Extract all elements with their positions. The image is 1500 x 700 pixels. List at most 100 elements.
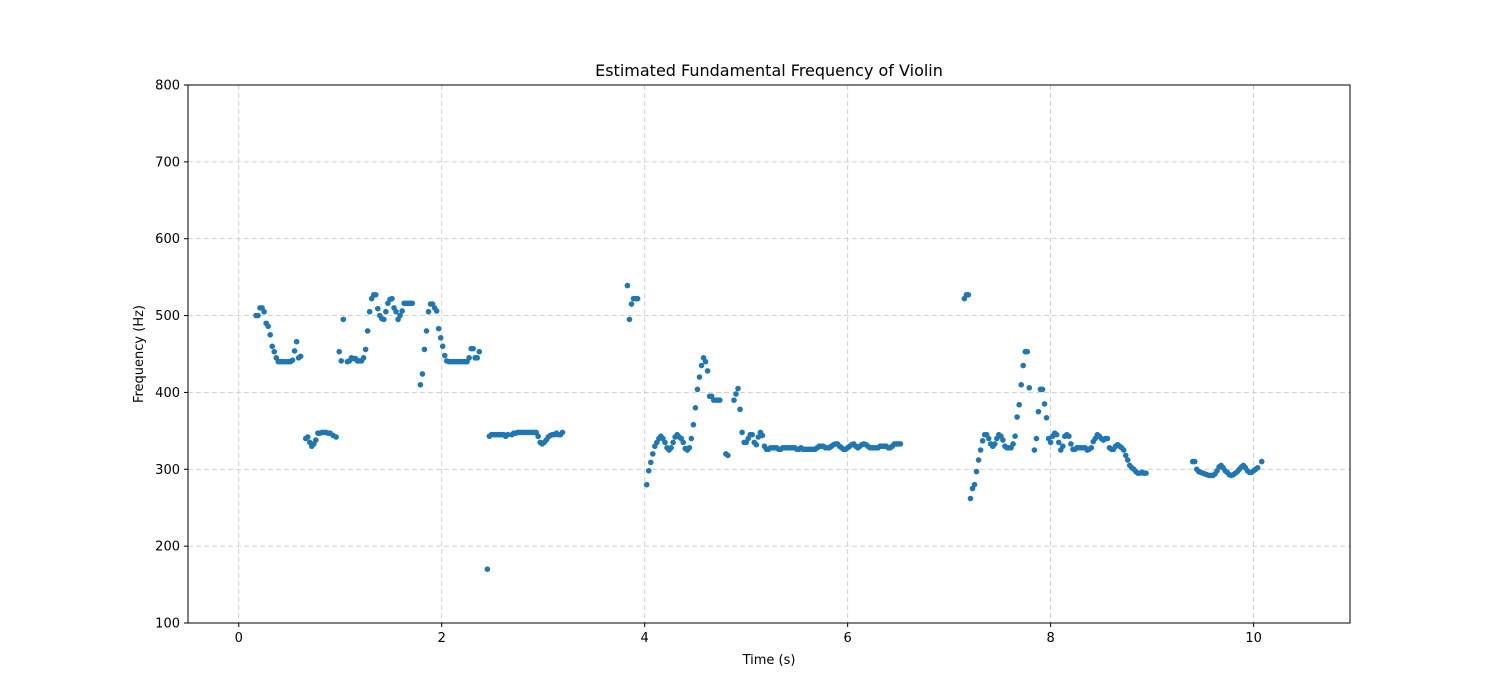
data-point xyxy=(372,292,379,298)
data-point xyxy=(971,481,978,488)
data-point xyxy=(1000,437,1006,443)
data-point xyxy=(1066,433,1072,440)
x-tick-label: 6 xyxy=(844,631,852,646)
chart-title: Estimated Fundamental Frequency of Violi… xyxy=(595,61,943,80)
data-point xyxy=(255,312,261,319)
x-tick-label: 2 xyxy=(438,631,446,646)
data-point xyxy=(735,385,741,392)
data-point xyxy=(466,355,472,361)
data-point xyxy=(979,438,986,444)
data-point xyxy=(690,421,697,428)
data-point xyxy=(1026,385,1033,391)
data-point xyxy=(1124,457,1131,463)
data-point xyxy=(470,345,476,352)
y-tick-label: 400 xyxy=(155,386,180,401)
data-point xyxy=(692,405,699,411)
data-point xyxy=(737,406,743,413)
data-point xyxy=(634,295,641,302)
data-point xyxy=(1033,435,1040,442)
data-point xyxy=(965,292,972,298)
data-point xyxy=(1254,464,1261,471)
data-point xyxy=(967,495,974,502)
data-point xyxy=(399,308,405,314)
data-point xyxy=(504,431,511,438)
y-tick-label: 500 xyxy=(155,309,180,324)
data-point xyxy=(670,439,676,446)
data-point xyxy=(1143,470,1149,476)
data-point xyxy=(441,352,448,359)
y-tick-label: 700 xyxy=(155,155,180,170)
data-point xyxy=(304,434,311,440)
data-point xyxy=(645,468,652,474)
data-point xyxy=(1031,447,1038,453)
data-point xyxy=(680,439,687,446)
data-point xyxy=(1014,414,1020,420)
data-point xyxy=(647,459,654,466)
data-point xyxy=(668,444,674,451)
data-point xyxy=(362,346,369,353)
data-point xyxy=(425,308,432,315)
data-point xyxy=(1088,444,1095,451)
data-point xyxy=(336,348,343,355)
data-point xyxy=(973,468,980,475)
y-axis-label: Frequency (Hz) xyxy=(132,305,147,403)
data-point xyxy=(340,316,347,323)
data-point xyxy=(975,457,982,463)
y-tick-label: 600 xyxy=(155,232,180,247)
data-point xyxy=(421,346,428,353)
data-point xyxy=(1055,439,1062,446)
data-point xyxy=(1104,435,1111,442)
data-point xyxy=(289,357,296,363)
x-tick-label: 4 xyxy=(641,631,649,646)
data-point xyxy=(1120,447,1127,453)
data-point xyxy=(1010,441,1016,447)
data-point xyxy=(439,343,446,350)
data-point xyxy=(437,335,444,341)
data-point xyxy=(985,435,992,442)
data-point xyxy=(992,441,998,447)
y-tick-label: 100 xyxy=(155,617,180,632)
data-point xyxy=(267,331,274,338)
data-point xyxy=(977,447,984,453)
y-tick-label: 800 xyxy=(155,79,180,94)
data-point xyxy=(686,444,693,451)
y-tick-label: 200 xyxy=(155,540,180,555)
data-point xyxy=(1020,362,1027,369)
x-axis-label: Time (s) xyxy=(742,653,796,668)
data-point xyxy=(291,348,298,354)
data-point xyxy=(731,397,737,403)
data-point xyxy=(559,429,566,436)
data-point xyxy=(265,323,271,330)
data-point xyxy=(628,301,635,307)
data-point xyxy=(333,434,339,440)
x-tick-label: 10 xyxy=(1245,631,1262,646)
data-point xyxy=(297,353,304,360)
axes-frame xyxy=(187,84,1351,624)
data-point xyxy=(261,308,267,315)
data-point xyxy=(383,308,389,315)
data-point xyxy=(338,358,345,364)
tick-labels: 0 2 4 6 8 10 100 200 300 400 500 600 700 800 xyxy=(155,79,1262,647)
data-point xyxy=(1039,386,1046,393)
data-point xyxy=(1016,401,1022,408)
data-point xyxy=(1041,401,1048,407)
data-point xyxy=(702,358,709,365)
data-point xyxy=(688,435,695,442)
data-point xyxy=(269,343,276,350)
data-point xyxy=(698,362,705,369)
data-point xyxy=(716,397,723,403)
data-point xyxy=(1035,408,1042,415)
data-point xyxy=(364,328,371,334)
data-point xyxy=(650,451,656,457)
x-tick-label: 8 xyxy=(1046,631,1054,646)
data-point xyxy=(626,316,633,323)
data-point xyxy=(897,441,904,447)
data-point xyxy=(1018,381,1024,388)
data-point xyxy=(476,348,483,355)
data-point xyxy=(1043,414,1050,421)
data-point xyxy=(366,308,373,315)
data-point xyxy=(759,432,766,439)
data-point xyxy=(694,386,701,393)
